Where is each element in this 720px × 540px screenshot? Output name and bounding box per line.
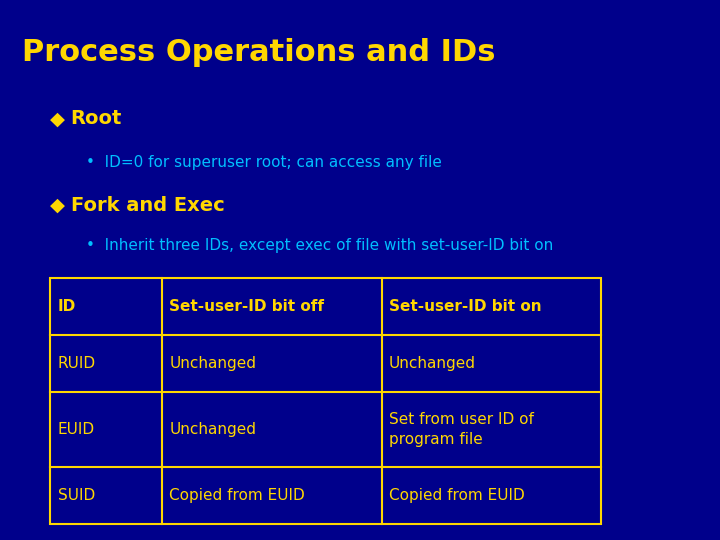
Text: ◆: ◆: [50, 195, 66, 215]
Text: •  ID=0 for superuser root; can access any file: • ID=0 for superuser root; can access an…: [86, 154, 442, 170]
Text: Unchanged: Unchanged: [169, 422, 256, 437]
Bar: [50, 278, 601, 524]
Text: Copied from EUID: Copied from EUID: [389, 488, 525, 503]
Text: Fork and Exec: Fork and Exec: [71, 195, 225, 215]
Text: Unchanged: Unchanged: [389, 356, 476, 370]
Text: ID: ID: [58, 299, 76, 314]
Text: Unchanged: Unchanged: [169, 356, 256, 370]
Text: Set-user-ID bit off: Set-user-ID bit off: [169, 299, 324, 314]
Text: •  Inherit three IDs, except exec of file with set-user-ID bit on: • Inherit three IDs, except exec of file…: [86, 238, 554, 253]
Text: Set from user ID of
program file: Set from user ID of program file: [389, 412, 534, 447]
Text: ◆: ◆: [50, 109, 66, 129]
Text: Set-user-ID bit on: Set-user-ID bit on: [389, 299, 541, 314]
Text: EUID: EUID: [58, 422, 95, 437]
Text: Root: Root: [71, 109, 122, 129]
Text: SUID: SUID: [58, 488, 95, 503]
Text: Process Operations and IDs: Process Operations and IDs: [22, 38, 495, 67]
Text: RUID: RUID: [58, 356, 96, 370]
Text: Copied from EUID: Copied from EUID: [169, 488, 305, 503]
